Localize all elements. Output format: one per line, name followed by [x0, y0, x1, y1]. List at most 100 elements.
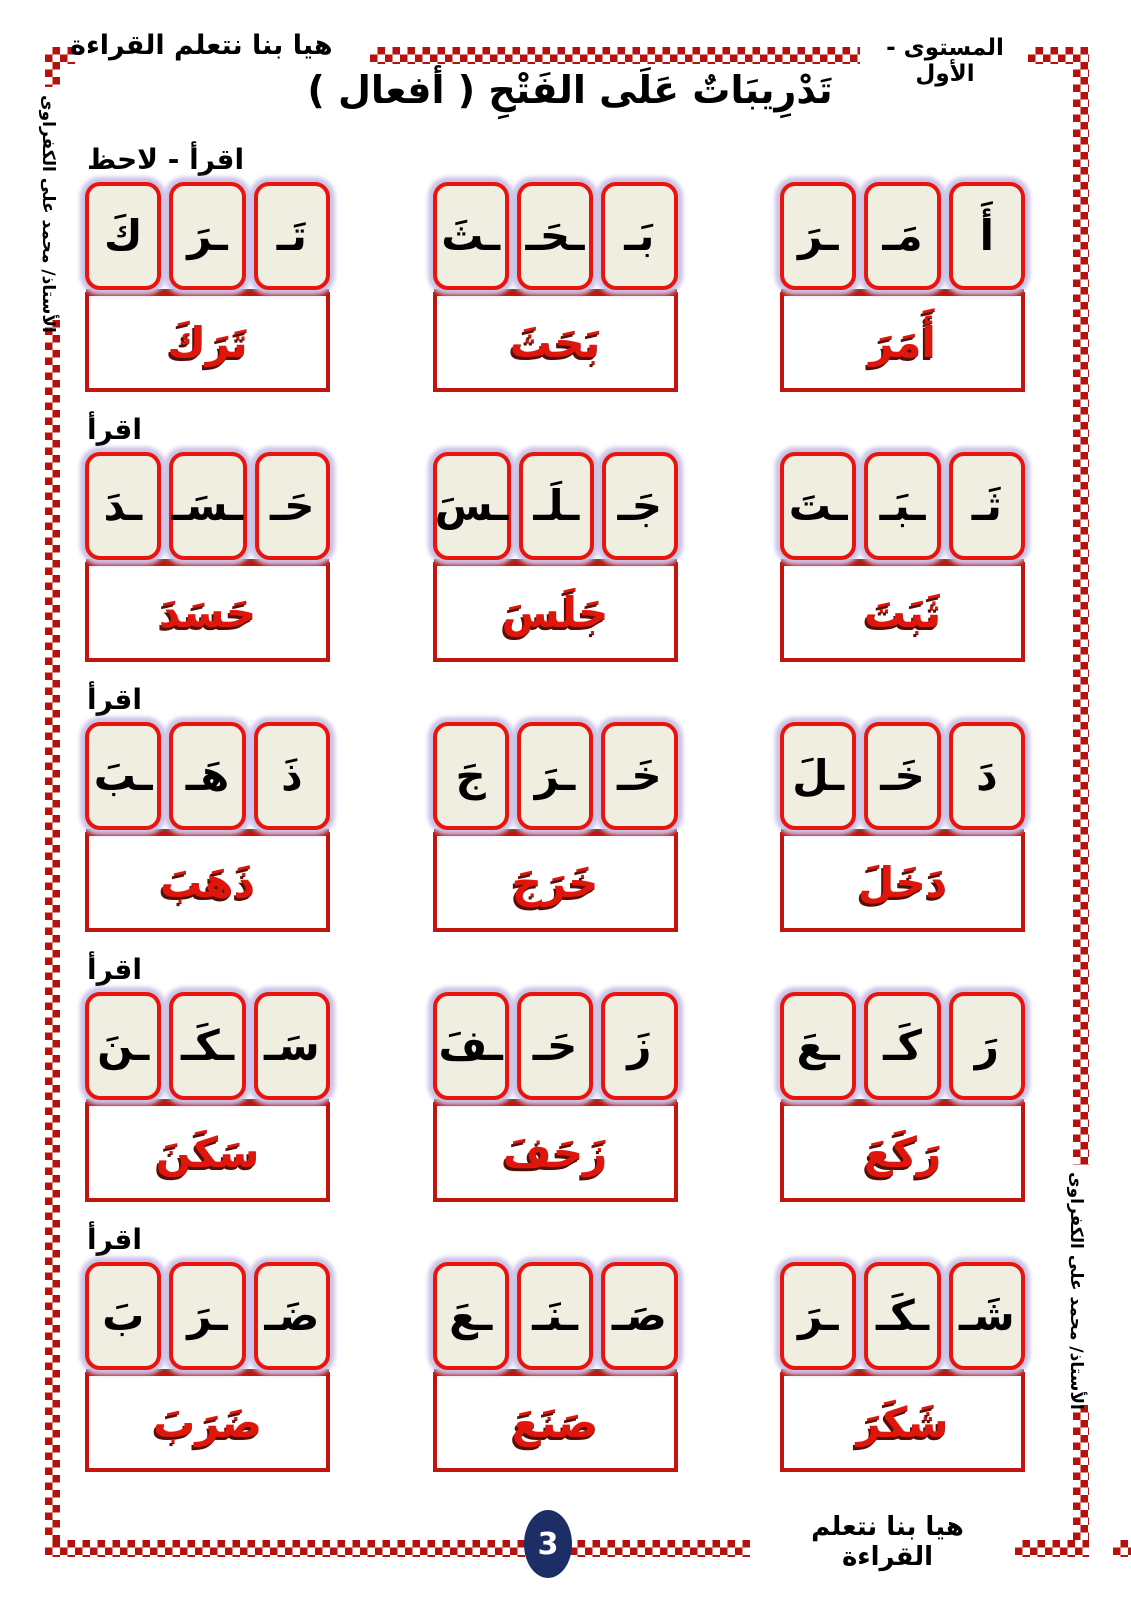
word-group: أَ مَـ ـرَ أَمَرَ	[780, 182, 1025, 392]
assembled-word: زَحَفَ	[502, 1127, 608, 1177]
letter-glyph: خَـ	[880, 751, 925, 800]
letter-card: ـكَـ	[169, 992, 246, 1100]
letter-glyph: ـسَـ	[171, 481, 244, 530]
letter-card: هَـ	[169, 722, 246, 830]
letter-card: ـحَـ	[516, 182, 594, 290]
page-number-badge: 3	[524, 1510, 572, 1578]
letter-card: ـعَ	[780, 992, 857, 1100]
letter-cards: حَـ ـسَـ ـدَ	[85, 452, 330, 560]
letter-cards: صَـ ـنَـ ـعَ	[432, 1262, 678, 1370]
letter-card: دَ	[948, 722, 1025, 830]
word-box: ذَهَبَ	[85, 832, 330, 932]
letter-glyph: ـحَـ	[525, 211, 585, 260]
letter-card: ـكَـ	[864, 1262, 941, 1370]
letter-glyph: جَ	[455, 751, 486, 800]
word-box: رَكَعَ	[780, 1102, 1025, 1202]
letter-card: ـلَـ	[518, 452, 594, 560]
letter-card: ضَـ	[253, 1262, 330, 1370]
page-number: 3	[537, 1526, 559, 1562]
letter-glyph: ـعَ	[796, 1021, 840, 1070]
row-instruction-label: اقرأ	[87, 683, 142, 716]
assembled-word: بَحَثَ	[509, 317, 601, 367]
letter-card: حَـ	[516, 992, 594, 1100]
word-group: سَـ ـكَـ ـنَ سَكَنَ	[85, 992, 330, 1202]
letter-glyph: رَ	[974, 1021, 999, 1070]
letter-card: ـرَ	[780, 1262, 857, 1370]
border-right-strip-lower	[1073, 1405, 1089, 1557]
border-bottom-right-stub	[1015, 1540, 1089, 1557]
letter-glyph: تَـ	[276, 211, 307, 260]
word-box: سَكَنَ	[85, 1102, 330, 1202]
word-box: تَرَكَ	[85, 292, 330, 392]
border-bottom-edge-stub	[1113, 1540, 1131, 1557]
word-box: ضَرَبَ	[85, 1372, 330, 1472]
letter-card: صَـ	[601, 1262, 678, 1370]
letter-cards: دَ خَـ ـلَ	[780, 722, 1025, 830]
letter-cards: ثَـ ـبَـ ـتَ	[780, 452, 1025, 560]
letter-card: ـنَ	[85, 992, 162, 1100]
letter-card: خَـ	[601, 722, 678, 830]
letter-glyph: حَـ	[532, 1021, 578, 1070]
letter-glyph: ـبَ	[93, 751, 153, 800]
letter-glyph: جَـ	[617, 481, 663, 530]
assembled-word: صَنَعَ	[511, 1397, 599, 1447]
page-title: تَدْرِيبَاتٌ عَلَى الفَتْحِ ( أفعال )	[307, 68, 833, 112]
footer-brand: هيا بنا نتعلم القراءة	[811, 1512, 964, 1572]
letter-card: ـرَ	[780, 182, 857, 290]
letter-cards: شَـ ـكَـ ـرَ	[780, 1262, 1025, 1370]
word-group: شَـ ـكَـ ـرَ شَكَرَ	[780, 1262, 1025, 1472]
word-group: ثَـ ـبَـ ـتَ ثَبَتَ	[780, 452, 1025, 662]
letter-card: كَـ	[864, 992, 941, 1100]
word-groups: ثَـ ـبَـ ـتَ ثَبَتَ جَـ ـلَـ ـسَ جَلَسَ …	[85, 452, 1025, 662]
letter-cards: ذَ هَـ ـبَ	[85, 722, 330, 830]
letter-glyph: زَ	[627, 1021, 652, 1070]
letter-card: ـسَ	[432, 452, 511, 560]
letter-glyph: ـرَ	[797, 1291, 839, 1340]
assembled-word: دَخَلَ	[857, 857, 948, 907]
header-level: المستوى - الأول	[886, 35, 1004, 87]
teacher-credit-right: الأستاذ/ محمد على الكفراوى	[1066, 1172, 1086, 1410]
letter-cards: سَـ ـكَـ ـنَ	[85, 992, 330, 1100]
letter-card: ـتَ	[780, 452, 857, 560]
border-right-strip-upper	[1073, 47, 1089, 1165]
border-bottom-strip	[45, 1540, 750, 1557]
assembled-word: سَكَنَ	[155, 1127, 260, 1177]
exercise-rows: اقرأ - لاحظ أَ مَـ ـرَ أَمَرَ بَـ ـحَـ ـ…	[85, 138, 1025, 1488]
assembled-word: ثَبَتَ	[863, 587, 942, 637]
word-box: دَخَلَ	[780, 832, 1025, 932]
letter-card: ـبَ	[85, 722, 162, 830]
border-top-right-stub	[1028, 47, 1075, 64]
word-box: خَرَجَ	[432, 832, 678, 932]
letter-card: ـدَ	[85, 452, 161, 560]
letter-glyph: ـدَ	[103, 481, 143, 530]
exercise-row: اقرأ رَ كَـ ـعَ رَكَعَ زَ حَـ ـفَ زَحَفَ…	[85, 948, 1025, 1218]
assembled-word: جَلَسَ	[501, 587, 609, 637]
letter-card: ـعَ	[432, 1262, 509, 1370]
assembled-word: ضَرَبَ	[153, 1397, 262, 1447]
letter-glyph: مَـ	[882, 211, 923, 260]
letter-glyph: حَـ	[269, 481, 315, 530]
border-left-strip	[45, 320, 60, 1557]
word-group: حَـ ـسَـ ـدَ حَسَدَ	[85, 452, 330, 662]
word-group: ضَـ ـرَ بَ ضَرَبَ	[85, 1262, 330, 1472]
letter-glyph: هَـ	[185, 751, 230, 800]
word-box: ثَبَتَ	[780, 562, 1025, 662]
assembled-word: ذَهَبَ	[159, 857, 256, 907]
letter-glyph: خَـ	[617, 751, 662, 800]
exercise-row: اقرأ - لاحظ أَ مَـ ـرَ أَمَرَ بَـ ـحَـ ـ…	[85, 138, 1025, 408]
word-group: زَ حَـ ـفَ زَحَفَ	[432, 992, 678, 1202]
letter-glyph: ـرَ	[534, 751, 576, 800]
letter-card: ـسَـ	[168, 452, 247, 560]
letter-card: بَـ	[601, 182, 678, 290]
border-top-left-tail	[45, 47, 60, 87]
exercise-row: اقرأ دَ خَـ ـلَ دَخَلَ خَـ ـرَ جَ خَرَجَ…	[85, 678, 1025, 948]
letter-card: ـرَ	[516, 722, 594, 830]
header-brand: هيا بنا نتعلم القراءة	[70, 30, 333, 61]
letter-glyph: ـفَ	[438, 1021, 503, 1070]
letter-glyph: كَـ	[883, 1021, 922, 1070]
letter-glyph: ـرَ	[187, 1291, 228, 1340]
letter-card: ـلَ	[780, 722, 857, 830]
assembled-word: حَسَدَ	[158, 587, 257, 637]
letter-glyph: ـرَ	[187, 211, 228, 260]
assembled-word: خَرَجَ	[511, 857, 599, 907]
